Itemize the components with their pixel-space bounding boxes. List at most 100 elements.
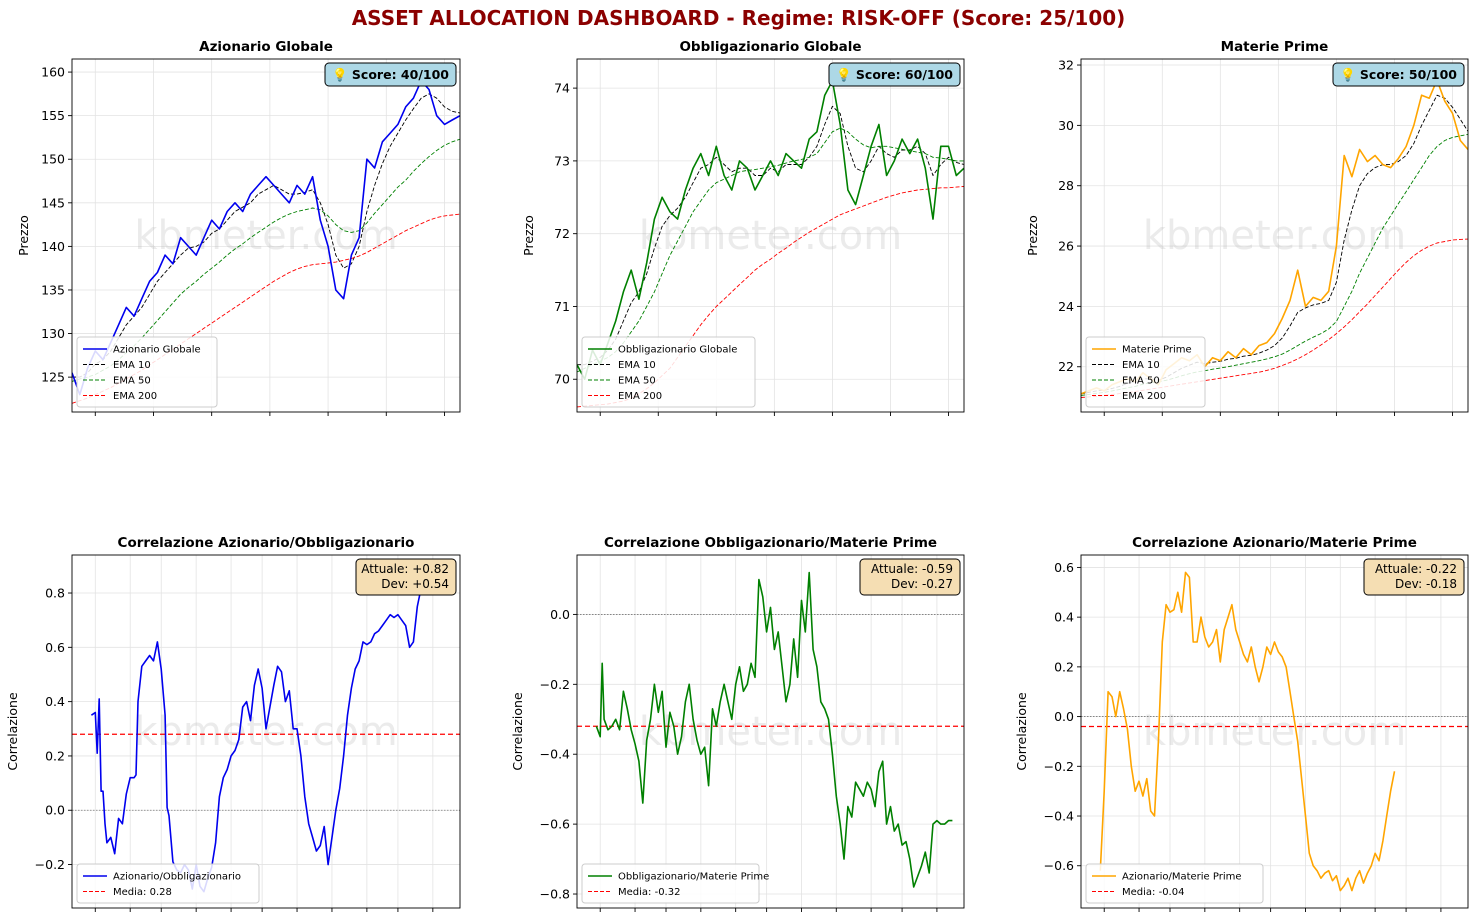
y-tick-label: 70 <box>554 372 570 387</box>
legend-label: EMA 200 <box>618 391 662 402</box>
legend-label: Azionario/Materie Prime <box>1122 872 1242 883</box>
legend: Azionario/Materie Prime Media: -0.04 <box>1085 863 1264 904</box>
chart-panel-5: kbmeter.com−0.8−0.6−0.4−0.20.0Correlazio… <box>510 535 965 912</box>
y-tick-label: −0.2 <box>540 677 570 692</box>
y-tick-label: 0.4 <box>1054 610 1074 625</box>
chart-panel-6: kbmeter.com −0.6 −0.4 −0.2 0.0 0.2 0.4 0.6 Corre… <box>1014 535 1469 912</box>
score-badge <box>828 62 961 87</box>
chart-panel-1: kbmeter.com 125 130 135 140 145 150 155 160 Prezz… <box>16 39 461 416</box>
stats-line: Attuale: -0.59 <box>871 562 953 576</box>
legend-label: Materie Prime <box>1122 345 1192 356</box>
y-tick-label: 145 <box>41 195 65 210</box>
plot-frame <box>1080 58 1469 413</box>
y-tick-label: 72 <box>554 226 570 241</box>
y-tick-label: 140 <box>41 239 65 254</box>
y-tick-label: 0.2 <box>45 748 65 763</box>
y-tick-label: −0.4 <box>540 747 570 762</box>
y-tick-label: −0.2 <box>35 857 65 872</box>
series-group <box>577 571 964 888</box>
score-badge <box>1332 62 1465 87</box>
legend-box <box>76 863 260 904</box>
legend-label: EMA 200 <box>113 391 157 402</box>
legend-box <box>1085 863 1264 904</box>
series-line-ema-50 <box>72 138 460 382</box>
series-line-ema-200 <box>1081 238 1468 398</box>
series-line-obbligazionario-materie-prime <box>595 571 953 888</box>
plot-frame <box>71 58 461 413</box>
x-axis <box>1103 412 1453 416</box>
y-tick-label: 130 <box>41 326 65 341</box>
chart-title: Obbligazionario Globale <box>679 39 861 55</box>
x-axis <box>599 908 938 912</box>
score-badge-text: 💡 Score: 40/100 <box>332 67 449 82</box>
score-badge-text: 💡 Score: 60/100 <box>836 67 953 82</box>
chart-title: Correlazione Azionario/Materie Prime <box>1132 535 1417 551</box>
legend-label: Obbligazionario Globale <box>618 345 737 356</box>
stats-line: Dev: -0.27 <box>891 577 953 591</box>
chart-panel-3: kbmeter.com 22 24 26 28 30 32 Prezzo Materie Pri… <box>1025 39 1469 416</box>
plot-area <box>1081 555 1468 908</box>
legend-label: EMA 10 <box>618 360 656 371</box>
legend-box <box>581 863 760 904</box>
legend-box <box>581 336 756 408</box>
series-group <box>72 565 460 893</box>
legend: Azionario/Obbligazionario Media: 0.28 <box>76 863 260 904</box>
legend-label: EMA 50 <box>618 376 656 387</box>
legend-label: EMA 200 <box>1122 391 1166 402</box>
y-tick-label: 0.6 <box>45 640 65 655</box>
legend-label: EMA 50 <box>113 376 151 387</box>
grid <box>1081 59 1468 412</box>
series-group <box>1081 571 1468 892</box>
stats-box <box>355 558 457 596</box>
y-axis: 22 24 26 28 30 32 <box>1058 58 1081 374</box>
legend-box <box>76 336 218 408</box>
series-line-ema-10 <box>72 93 460 378</box>
y-tick-label: −0.8 <box>540 887 570 902</box>
y-tick-label: 0.0 <box>550 607 570 622</box>
y-tick-label: 0.4 <box>45 694 65 709</box>
y-axis: −0.6 −0.4 −0.2 0.0 0.2 0.4 0.6 <box>1044 560 1081 873</box>
legend-box <box>1085 336 1206 408</box>
y-tick-label: 150 <box>41 152 65 167</box>
dashboard-title: ASSET ALLOCATION DASHBOARD - Regime: RIS… <box>351 6 1126 30</box>
legend: Materie Prime EMA 10 EMA 50 EMA 200 <box>1085 336 1206 408</box>
stats-line: Attuale: +0.82 <box>361 562 449 576</box>
legend-label: EMA 10 <box>1122 360 1160 371</box>
series-line-azionario-obbligazionario <box>90 565 446 893</box>
y-tick-label: 0.6 <box>1054 560 1074 575</box>
y-axis-label: Prezzo <box>16 215 31 256</box>
chart-panel-2: kbmeter.com 70 71 72 73 74 Prezzo Obbligazionar… <box>521 39 965 416</box>
y-tick-label: −0.2 <box>1044 759 1074 774</box>
y-tick-label: 0.0 <box>1054 709 1074 724</box>
y-tick-label: 30 <box>1058 118 1074 133</box>
y-axis-label: Prezzo <box>521 215 536 256</box>
stats-line: Dev: -0.18 <box>1395 577 1457 591</box>
stats-line: Attuale: -0.22 <box>1375 562 1457 576</box>
y-tick-label: 135 <box>41 282 65 297</box>
y-axis-label: Correlazione <box>5 692 20 771</box>
legend: Obbligazionario Globale EMA 10 EMA 50 EMA 2… <box>581 336 756 408</box>
legend: Obbligazionario/Materie Prime Media: -0.3… <box>581 863 769 904</box>
watermark: kbmeter.com <box>1143 213 1406 259</box>
x-axis <box>599 412 949 416</box>
stats-box <box>859 558 961 596</box>
legend-label: Azionario Globale <box>113 345 201 356</box>
watermark: kbmeter.com <box>134 709 397 755</box>
chart-title: Azionario Globale <box>199 39 333 55</box>
y-tick-label: 32 <box>1058 58 1074 73</box>
y-tick-label: 0.0 <box>45 803 65 818</box>
legend-label: Obbligazionario/Materie Prime <box>618 872 769 883</box>
y-tick-label: 0.8 <box>45 586 65 601</box>
y-tick-label: 71 <box>554 299 570 314</box>
plot-frame <box>576 58 965 413</box>
series-line-ema-50 <box>577 127 964 373</box>
chart-title: Correlazione Azionario/Obbligazionario <box>118 535 415 551</box>
y-axis: −0.8 −0.6 −0.4 −0.2 0.0 <box>540 607 577 902</box>
plot-frame <box>1080 554 1469 909</box>
x-axis <box>1103 908 1442 912</box>
y-tick-label: 28 <box>1058 178 1074 193</box>
y-tick-label: 73 <box>554 153 570 168</box>
y-tick-label: −0.6 <box>540 817 570 832</box>
y-tick-label: −0.6 <box>1044 858 1074 873</box>
